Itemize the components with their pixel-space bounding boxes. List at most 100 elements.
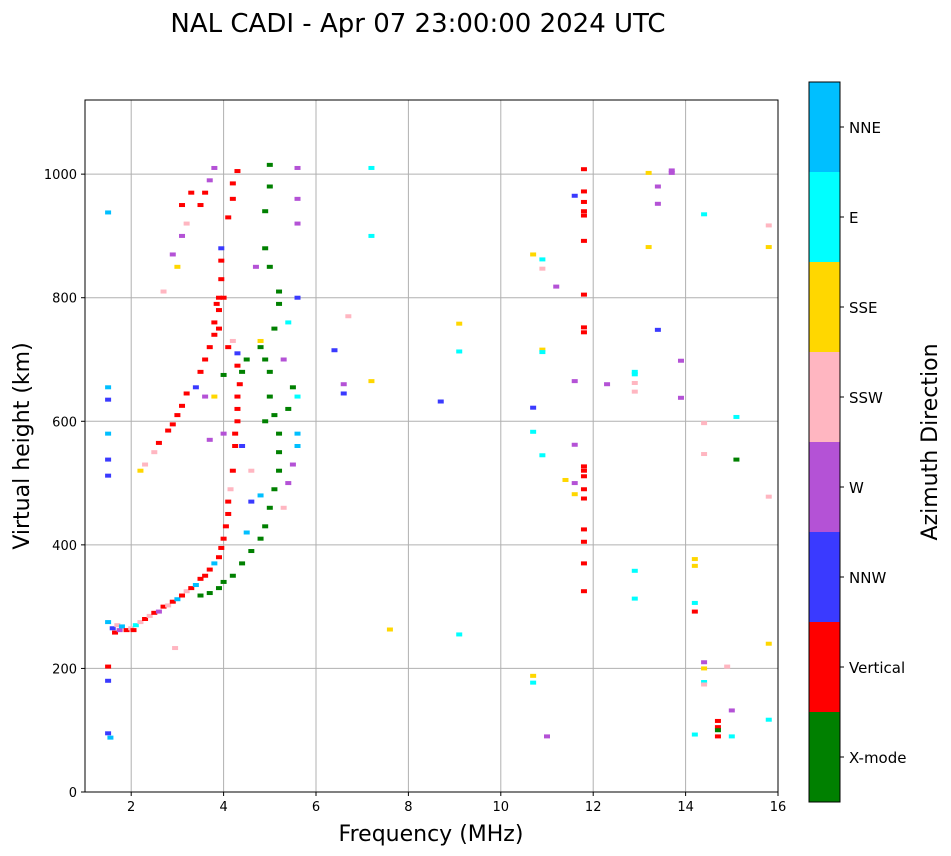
data-point-ssw (146, 613, 153, 618)
data-point-w (571, 481, 578, 486)
data-point-vertical (580, 561, 587, 566)
data-point-vertical (234, 169, 241, 174)
data-point-nnw (105, 457, 112, 462)
data-point-vertical (229, 196, 236, 201)
data-point-w (571, 379, 578, 384)
data-point-sse (562, 477, 569, 482)
data-point-sse (211, 394, 218, 399)
data-point-sse (530, 673, 537, 678)
data-point-sse (137, 468, 144, 473)
data-point-nnw (571, 193, 578, 198)
data-point-sse (368, 379, 375, 384)
data-point-vertical (160, 604, 167, 609)
data-point-e (456, 632, 463, 637)
data-point-x-mode (239, 561, 246, 566)
data-point-ssw (227, 487, 234, 492)
grid (85, 100, 778, 792)
data-point-w (677, 358, 684, 363)
data-point-vertical (188, 190, 195, 195)
data-point-w (654, 201, 661, 206)
data-point-nnw (109, 626, 116, 631)
data-point-ssw (165, 603, 172, 608)
data-point-vertical (215, 308, 222, 313)
data-point-vertical (580, 213, 587, 218)
data-point-ssw (248, 468, 255, 473)
data-point-nnw (331, 348, 338, 353)
data-point-vertical (206, 567, 213, 572)
x-tick-label: 6 (312, 800, 320, 815)
colorbar-label-e: E (849, 209, 858, 227)
y-tick-label: 600 (52, 415, 77, 430)
data-point-vertical (580, 487, 587, 492)
data-points (105, 162, 772, 740)
data-point-w (294, 221, 301, 226)
data-point-nnw (340, 391, 347, 396)
data-point-ssw (280, 505, 287, 510)
x-tick-label: 16 (770, 800, 787, 815)
data-point-nnw (248, 499, 255, 504)
data-point-nnw (192, 385, 199, 390)
data-point-ssw (160, 289, 167, 294)
data-point-x-mode (276, 450, 283, 455)
data-point-w (206, 178, 213, 183)
data-point-x-mode (262, 419, 269, 424)
data-point-vertical (714, 725, 721, 730)
data-point-e (631, 596, 638, 601)
data-point-vertical (225, 499, 232, 504)
data-point-ssw (765, 494, 772, 499)
data-point-w (289, 462, 296, 467)
data-point-vertical (179, 203, 186, 208)
data-point-e (631, 369, 638, 374)
data-point-x-mode (733, 457, 740, 462)
data-point-x-mode (257, 345, 264, 350)
data-point-x-mode (239, 369, 246, 374)
data-point-nnw (234, 351, 241, 356)
data-point-ssw (142, 462, 149, 467)
data-point-nne (174, 597, 181, 602)
data-point-x-mode (266, 162, 273, 167)
data-point-nnw (105, 397, 112, 402)
data-point-ssw (114, 623, 121, 628)
data-point-vertical (225, 511, 232, 516)
data-point-x-mode (276, 431, 283, 436)
data-point-vertical (580, 189, 587, 194)
data-point-vertical (580, 589, 587, 594)
data-point-x-mode (248, 549, 255, 554)
colorbar-segment-w (809, 442, 840, 532)
data-point-nnw (530, 405, 537, 410)
data-point-ssw (631, 389, 638, 394)
x-tick-label: 8 (404, 800, 412, 815)
data-point-ssw (172, 646, 179, 651)
data-point-w (155, 609, 162, 614)
data-point-vertical (234, 394, 241, 399)
x-tick-label: 10 (493, 800, 510, 815)
data-point-x-mode (197, 593, 204, 598)
data-point-vertical (225, 215, 232, 220)
data-point-ssw (229, 338, 236, 343)
data-point-e (631, 372, 638, 377)
data-point-nne (105, 210, 112, 215)
data-point-w (340, 382, 347, 387)
data-point-nne (192, 583, 199, 588)
data-point-vertical (151, 610, 158, 615)
data-point-vertical (174, 413, 181, 418)
data-point-vertical (169, 422, 176, 427)
data-point-w (728, 708, 735, 713)
data-point-w (252, 264, 259, 269)
data-point-sse (456, 321, 463, 326)
data-point-vertical (234, 406, 241, 411)
data-point-vertical (229, 468, 236, 473)
data-point-ssw (137, 620, 144, 625)
data-point-ssw (345, 314, 352, 319)
data-point-w (169, 252, 176, 257)
data-point-nnw (294, 295, 301, 300)
data-point-w (701, 660, 708, 665)
data-point-sse (701, 666, 708, 671)
data-point-vertical (211, 320, 218, 325)
colorbar-segment-x-mode (809, 712, 840, 802)
data-point-w (179, 233, 186, 238)
data-point-vertical (691, 609, 698, 614)
data-point-e (691, 600, 698, 605)
data-point-x-mode (206, 591, 213, 596)
data-point-x-mode (220, 372, 227, 377)
